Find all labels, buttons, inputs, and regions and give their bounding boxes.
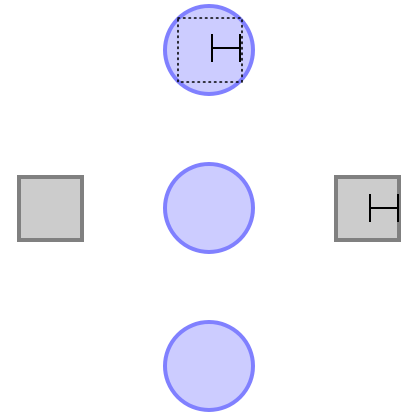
left-square-node[interactable]	[17, 175, 84, 242]
bracket-icon	[211, 34, 241, 62]
top-circle-node[interactable]	[163, 4, 255, 96]
top-circle-shape	[163, 4, 255, 96]
center-circle-node[interactable]	[163, 162, 255, 254]
bracket-icon	[369, 194, 399, 222]
bottom-circle-shape	[163, 320, 255, 412]
center-circle-shape	[163, 162, 255, 254]
left-square-shape	[17, 175, 84, 242]
selection-box	[177, 17, 243, 83]
right-square-node[interactable]	[334, 175, 401, 242]
bottom-circle-node[interactable]	[163, 320, 255, 412]
